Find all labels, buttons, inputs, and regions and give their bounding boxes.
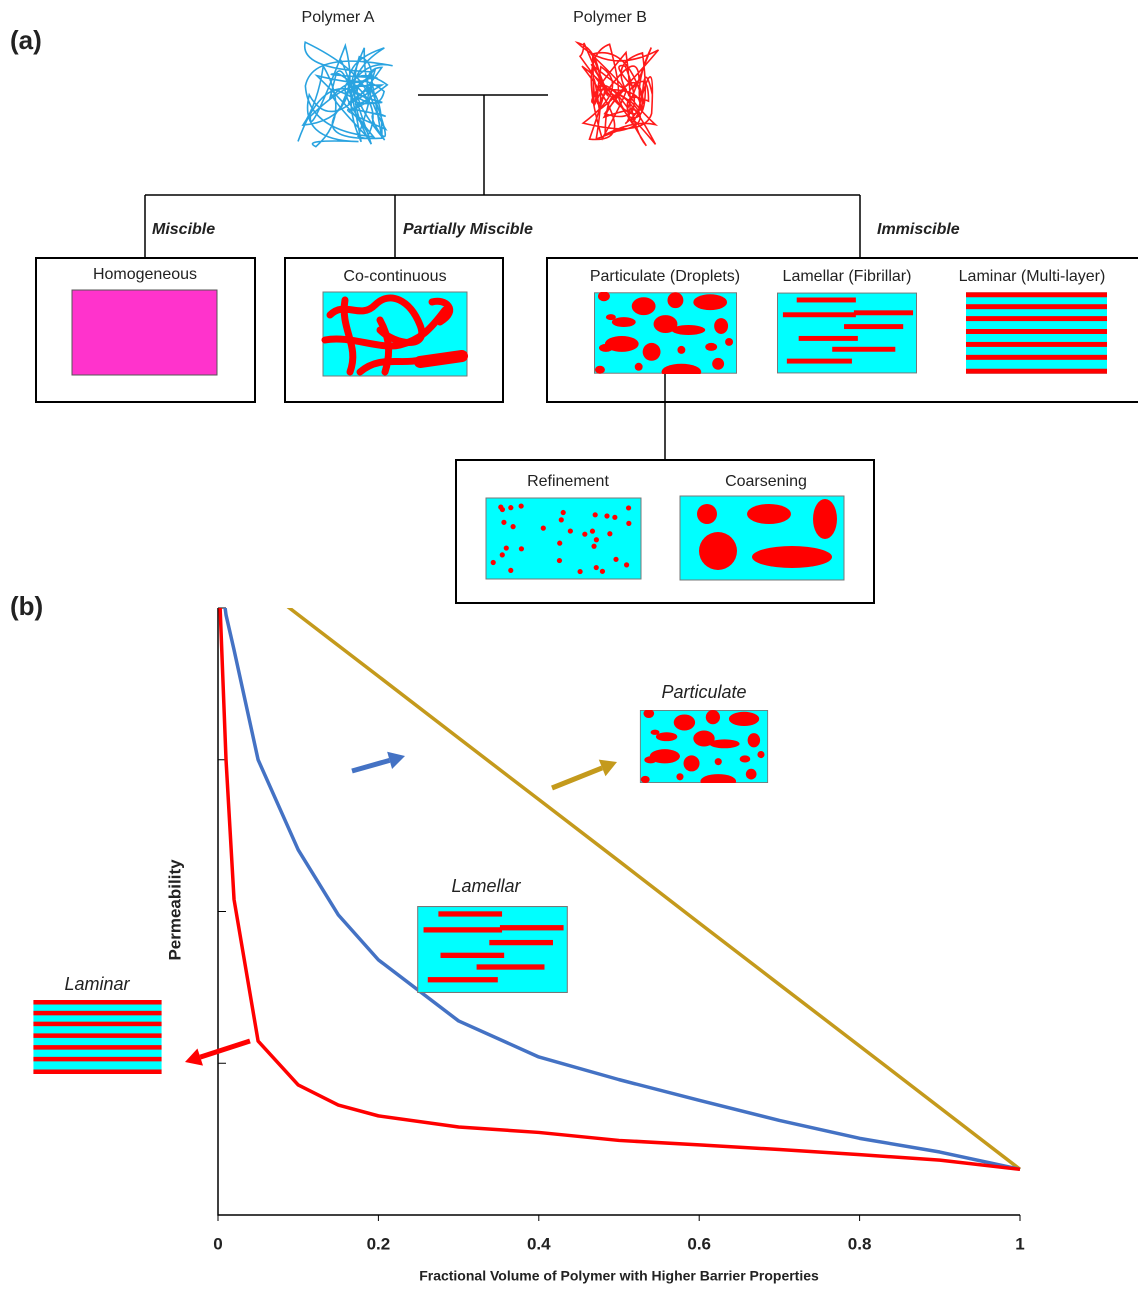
x-tick-label: 0.2	[367, 1234, 391, 1253]
droplet	[508, 568, 513, 573]
droplet	[594, 537, 599, 542]
droplet	[626, 505, 631, 510]
droplet	[504, 545, 509, 550]
droplet	[501, 520, 506, 525]
arrow-head	[387, 752, 405, 769]
x-tick-label: 0.6	[687, 1234, 711, 1253]
lamellar-inset	[418, 907, 568, 993]
droplet	[590, 529, 595, 534]
polymer-label: Polymer A	[302, 9, 375, 26]
polymer-label: Polymer B	[573, 9, 647, 26]
refinement-image	[486, 498, 641, 579]
morphology-label: Laminar (Multi-layer)	[959, 268, 1106, 285]
droplet	[500, 552, 505, 557]
x-tick-label: 0	[213, 1234, 222, 1253]
y-axis-label: Permeability	[165, 859, 184, 961]
droplet	[593, 512, 598, 517]
droplet	[561, 510, 566, 515]
droplet	[557, 558, 562, 563]
lamellar-image	[777, 293, 916, 373]
arrow-shaft	[352, 760, 390, 771]
laminar-inset	[33, 1000, 161, 1074]
figure: (a) Polymer A Polymer B Miscible Partial…	[0, 0, 1138, 1291]
series-line	[218, 553, 1020, 1169]
arrow-shaft	[552, 768, 602, 788]
particulate-image	[594, 291, 736, 379]
droplet	[511, 524, 516, 529]
particulate-inset	[640, 709, 767, 788]
droplet	[519, 503, 524, 508]
branch-label: Partially Miscible	[403, 221, 533, 238]
droplet	[568, 528, 573, 533]
droplet	[612, 515, 617, 520]
polymer-chain	[577, 43, 658, 146]
laminar-image	[966, 292, 1107, 373]
droplet	[594, 565, 599, 570]
droplet	[613, 557, 618, 562]
droplet	[591, 544, 596, 549]
morphology-label: Lamellar (Fibrillar)	[783, 268, 912, 285]
series-label: Particulate	[661, 682, 746, 702]
co-continuous-image	[323, 292, 467, 376]
droplet	[500, 507, 505, 512]
x-tick-label: 0.4	[527, 1234, 551, 1253]
droplet	[508, 505, 513, 510]
droplet	[541, 526, 546, 531]
morphology-label: Co-continuous	[343, 268, 446, 285]
evolution-label: Coarsening	[725, 473, 807, 490]
droplet	[519, 546, 524, 551]
branch-label: Immiscible	[877, 221, 960, 238]
branch-label: Miscible	[152, 221, 215, 238]
axes	[218, 608, 1020, 1215]
droplet	[626, 521, 631, 526]
droplet	[582, 532, 587, 537]
droplet	[600, 569, 605, 574]
droplet	[607, 531, 612, 536]
coarsening-image	[680, 496, 844, 580]
droplet	[557, 541, 562, 546]
arrow-shaft	[200, 1041, 250, 1057]
panel-label: (b)	[10, 591, 43, 621]
series-label: Laminar	[64, 974, 130, 994]
morphology-label: Particulate (Droplets)	[590, 268, 740, 285]
droplet	[577, 569, 582, 574]
panel-label: (a)	[10, 25, 42, 55]
droplet	[624, 562, 629, 567]
polymer-chain	[298, 42, 393, 146]
morphology-label: Homogeneous	[93, 266, 197, 283]
droplet	[604, 513, 609, 518]
curves	[218, 553, 1020, 1169]
droplet	[491, 560, 496, 565]
droplet	[559, 517, 564, 522]
x-tick-label: 1	[1015, 1234, 1024, 1253]
evolution-label: Refinement	[527, 473, 609, 490]
x-axis-label: Fractional Volume of Polymer with Higher…	[419, 1268, 819, 1284]
homogeneous-image	[72, 290, 217, 375]
series-label: Lamellar	[451, 876, 521, 896]
x-tick-label: 0.8	[848, 1234, 872, 1253]
